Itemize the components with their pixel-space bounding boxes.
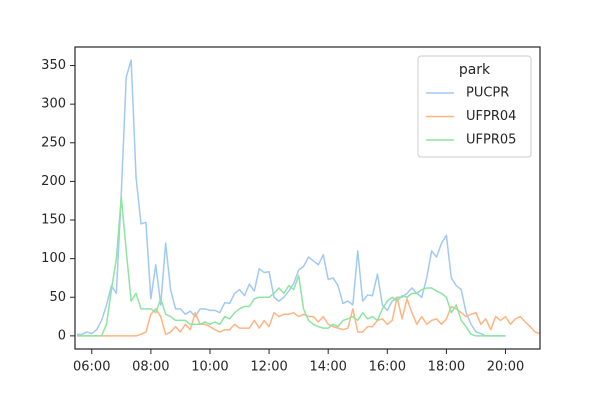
line-series [76, 296, 541, 337]
x-tick-label: 12:00 [250, 360, 287, 375]
x-tick-label: 14:00 [309, 360, 346, 375]
y-tick-label: 300 [41, 97, 66, 112]
legend-title: park [459, 62, 491, 78]
legend-label: UFPR04 [466, 109, 516, 124]
x-tick-label: 06:00 [73, 360, 110, 375]
y-tick-label: 50 [49, 290, 66, 305]
x-tick-label: 18:00 [428, 360, 465, 375]
x-tick-label: 08:00 [132, 360, 169, 375]
y-tick-label: 100 [41, 251, 66, 266]
legend-box [417, 55, 532, 158]
line-series [76, 196, 506, 337]
y-tick-label: 350 [41, 58, 66, 73]
y-tick-label: 200 [41, 174, 66, 189]
legend-label: PUCPR [466, 86, 509, 101]
y-tick-label: 0 [58, 328, 66, 343]
x-tick-label: 10:00 [191, 360, 228, 375]
x-tick-label: 16:00 [369, 360, 406, 375]
x-tick-label: 20:00 [487, 360, 524, 375]
y-tick-label: 150 [41, 213, 66, 228]
legend-label: UFPR05 [466, 133, 516, 148]
y-tick-label: 250 [41, 135, 66, 150]
plot-frame [74, 46, 541, 350]
